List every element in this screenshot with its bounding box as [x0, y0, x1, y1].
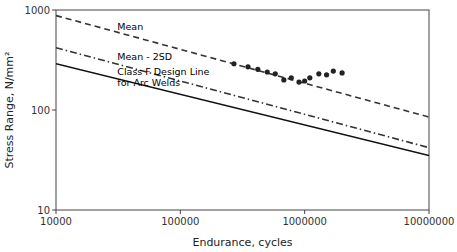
- scatter-point: [245, 64, 250, 69]
- scatter-point: [331, 68, 336, 73]
- scatter-point: [281, 77, 286, 82]
- y-tick: [52, 210, 56, 211]
- scatter-point: [307, 75, 312, 80]
- series-line: [56, 48, 429, 148]
- scatter-point: [302, 78, 307, 83]
- x-tick-label: 10000000: [404, 216, 455, 227]
- series-line: [56, 16, 429, 118]
- x-tick-label: 100000: [161, 216, 199, 227]
- annotation-line: Mean - 2SD: [117, 51, 172, 62]
- plot-area: [56, 16, 429, 156]
- x-tick: [429, 210, 430, 214]
- series-line: [56, 64, 429, 156]
- scatter-point: [324, 72, 329, 77]
- x-tick: [56, 210, 57, 214]
- y-axis-label: Stress Range, N/mm²: [3, 52, 16, 169]
- y-tick-label: 1000: [25, 5, 50, 16]
- y-tick: [52, 10, 56, 11]
- annotation: Mean - 2SD: [117, 51, 172, 62]
- scatter-point: [273, 71, 278, 76]
- x-tick: [304, 210, 305, 214]
- annotation-line: Class F Design Line: [117, 66, 209, 77]
- y-tick-label: 10: [37, 205, 50, 216]
- plot-frame: [56, 10, 429, 210]
- chart: 10000 100000 1000000 10000000 10 100 1000 Endur…: [0, 0, 457, 252]
- scatter-point: [289, 75, 294, 80]
- x-tick: [180, 210, 181, 214]
- y-tick: [52, 110, 56, 111]
- scatter-point: [296, 80, 301, 85]
- x-tick-label: 10000: [40, 216, 72, 227]
- scatter-point: [255, 67, 260, 72]
- annotation-line: for Arc Welds: [117, 77, 180, 88]
- x-tick-label: 1000000: [282, 216, 327, 227]
- annotation: Class F Design Linefor Arc Welds: [117, 66, 209, 88]
- scatter-point: [339, 70, 344, 75]
- x-axis-label: Endurance, cycles: [192, 236, 292, 249]
- annotation-line: Mean: [117, 21, 143, 32]
- scatter-point: [231, 61, 236, 66]
- annotation: Mean: [117, 21, 143, 32]
- y-tick-label: 100: [31, 105, 50, 116]
- scatter-point: [265, 69, 270, 74]
- scatter-point: [316, 71, 321, 76]
